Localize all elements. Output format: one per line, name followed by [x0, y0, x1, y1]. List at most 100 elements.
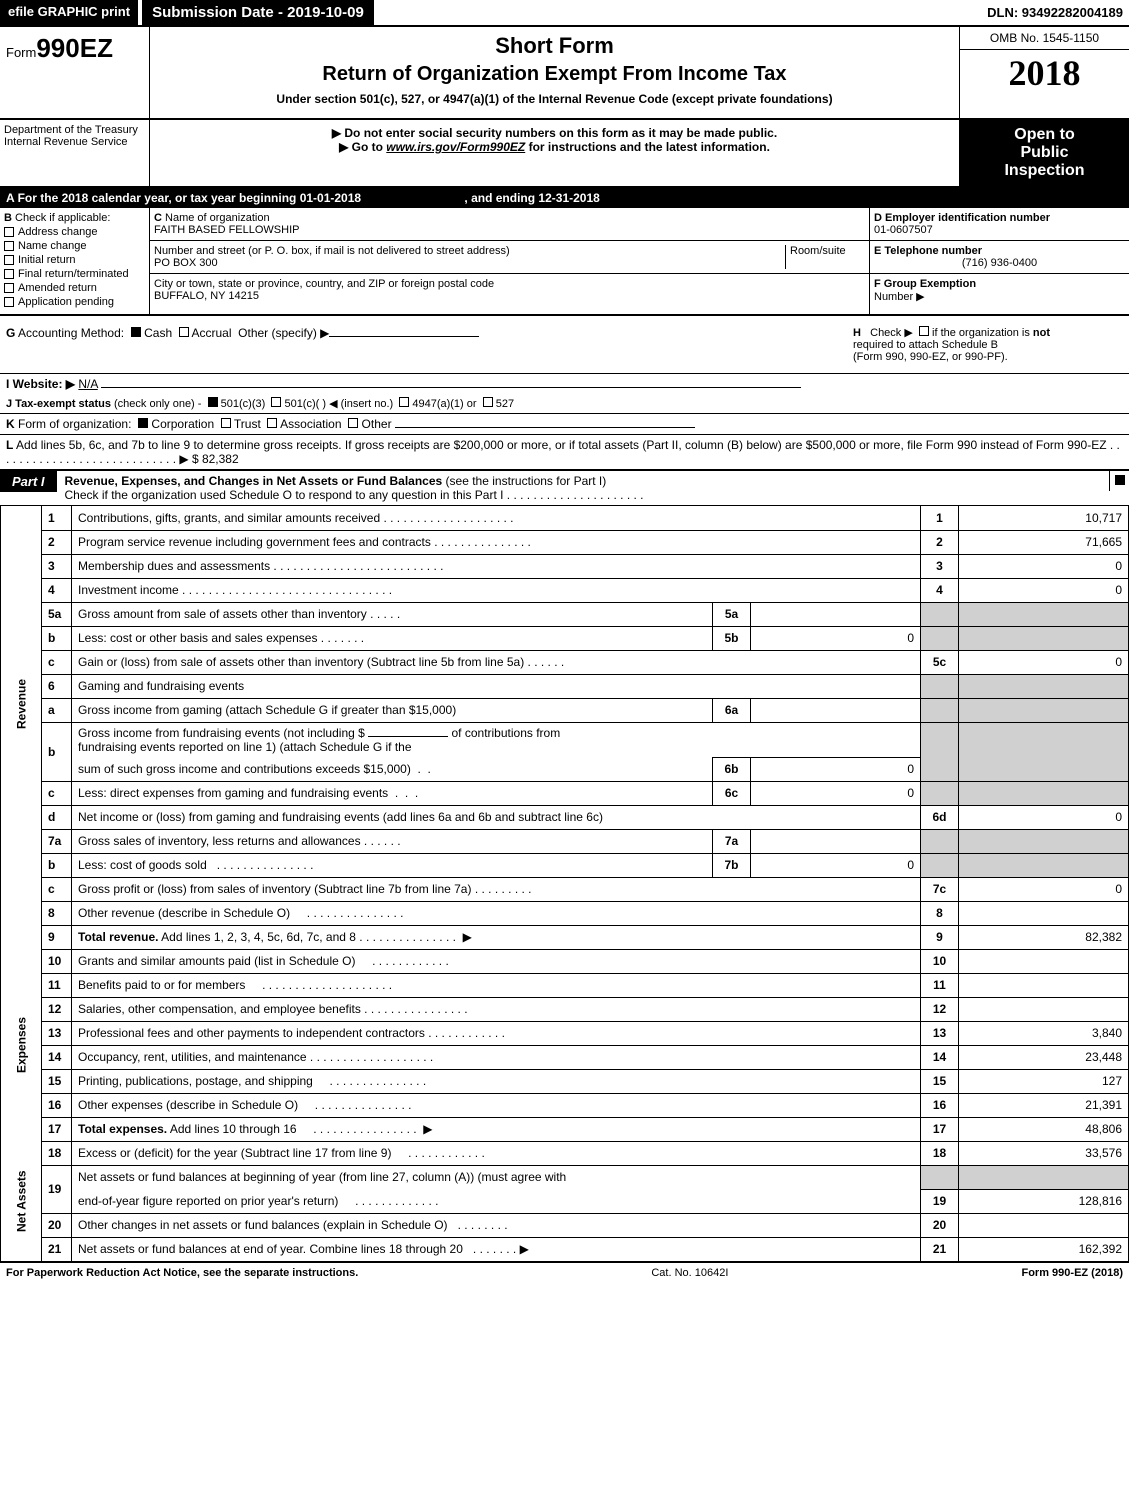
line-6b-gray-val2 [959, 757, 1129, 781]
line-7b-gray-val [959, 853, 1129, 877]
schedule-o-checkbox[interactable] [1115, 475, 1125, 485]
line-5b-desc: Less: cost or other basis and sales expe… [78, 631, 317, 645]
cash-checkbox[interactable] [131, 327, 141, 337]
line-7a-subval [751, 829, 921, 853]
app-pending-checkbox[interactable] [4, 297, 14, 307]
col-c-label: C [154, 212, 162, 224]
table-row: Net Assets 18 Excess or (deficit) for th… [1, 1141, 1129, 1165]
accrual-checkbox[interactable] [179, 327, 189, 337]
j-4947-checkbox[interactable] [399, 397, 409, 407]
k-corp-checkbox[interactable] [138, 418, 148, 428]
irs-link[interactable]: www.irs.gov/Form990EZ [386, 140, 525, 154]
revenue-sidebar-cont [1, 901, 42, 949]
final-checkbox[interactable] [4, 269, 14, 279]
initial-checkbox[interactable] [4, 255, 14, 265]
part1-title-rest: (see the instructions for Part I) [446, 474, 607, 488]
line-6-num: 6 [42, 674, 72, 698]
addr-change-checkbox[interactable] [4, 227, 14, 237]
line-20-ln: 20 [921, 1213, 959, 1237]
line-14-desc: Occupancy, rent, utilities, and maintena… [78, 1050, 307, 1064]
name-change-checkbox[interactable] [4, 241, 14, 251]
efile-label: efile GRAPHIC print [0, 0, 138, 25]
other-fill[interactable] [329, 336, 479, 337]
line-7c-num: c [42, 877, 72, 901]
amended-checkbox[interactable] [4, 283, 14, 293]
line-7b-sub: 7b [713, 853, 751, 877]
city-label: City or town, state or province, country… [154, 278, 494, 290]
ein-value: 01-0607507 [874, 224, 933, 236]
line-6b-subval: 0 [751, 757, 921, 781]
line-6-gray-val [959, 674, 1129, 698]
line-17-desc-bold: Total expenses. [78, 1122, 167, 1136]
j-501c-checkbox[interactable] [271, 397, 281, 407]
line-k: K Form of organization: Corporation Trus… [0, 414, 1129, 435]
line-18-ln: 18 [921, 1141, 959, 1165]
footer-right: Form 990-EZ (2018) [1021, 1267, 1123, 1279]
table-row: c Less: direct expenses from gaming and … [1, 781, 1129, 805]
table-row: b Less: cost of goods sold . . . . . . .… [1, 853, 1129, 877]
j-501c: 501(c)( ) [284, 398, 326, 410]
row-a-prefix: A [6, 191, 14, 205]
omb-number: OMB No. 1545-1150 [960, 27, 1129, 50]
line-7b-desc: Less: cost of goods sold [78, 858, 207, 872]
line-4-desc: Investment income [78, 583, 179, 597]
f-label: F Group Exemption [874, 278, 976, 290]
h-label: H [853, 327, 861, 339]
line-j: J Tax-exempt status (check only one) - 5… [0, 394, 1129, 414]
amended-label: Amended return [18, 282, 97, 294]
j-527-checkbox[interactable] [483, 397, 493, 407]
footer-mid: Cat. No. 10642I [651, 1267, 728, 1279]
k-other-checkbox[interactable] [348, 418, 358, 428]
line-5b-gray-val [959, 626, 1129, 650]
j-text: (check only one) - [114, 398, 201, 410]
line-18-desc: Excess or (deficit) for the year (Subtra… [78, 1146, 391, 1160]
line-1-num: 1 [42, 506, 72, 530]
line-17-desc: Add lines 10 through 16 [170, 1122, 297, 1136]
line-10-desc: Grants and similar amounts paid (list in… [78, 954, 355, 968]
table-row: 16 Other expenses (describe in Schedule … [1, 1093, 1129, 1117]
line-1-ln: 1 [921, 506, 959, 530]
line-6a-num: a [42, 698, 72, 722]
line-6b-desc4: sum of such gross income and contributio… [78, 762, 411, 776]
line-20-num: 20 [42, 1213, 72, 1237]
line-6a-gray [921, 698, 959, 722]
table-row: 3 Membership dues and assessments . . . … [1, 554, 1129, 578]
line-7c-desc: Gross profit or (loss) from sales of inv… [78, 882, 471, 896]
j-501c3-checkbox[interactable] [208, 397, 218, 407]
col-b-label: B [4, 212, 12, 224]
table-row: sum of such gross income and contributio… [1, 757, 1129, 781]
header-row-2: Department of the Treasury Internal Reve… [0, 120, 1129, 188]
line-1-val: 10,717 [959, 506, 1129, 530]
line-12-num: 12 [42, 997, 72, 1021]
line-15-desc: Printing, publications, postage, and shi… [78, 1074, 313, 1088]
line-5c-desc: Gain or (loss) from sale of assets other… [78, 655, 524, 669]
k-trust-checkbox[interactable] [221, 418, 231, 428]
k-fill [395, 427, 695, 428]
line-7b-subval: 0 [751, 853, 921, 877]
return-title: Return of Organization Exempt From Incom… [156, 63, 953, 86]
tax-year: 2018 [960, 50, 1129, 96]
expenses-sidebar: Expenses [1, 949, 42, 1141]
line-5a-sub: 5a [713, 602, 751, 626]
h-checkbox[interactable] [919, 326, 929, 336]
line-6b-sub: 6b [713, 757, 751, 781]
k-text: Form of organization: [18, 417, 131, 431]
l-label: L [6, 438, 13, 452]
irs-label: Internal Revenue Service [4, 136, 145, 148]
line-2-ln: 2 [921, 530, 959, 554]
j-label: J Tax-exempt status [6, 398, 111, 410]
line-6c-gray [921, 781, 959, 805]
line-6-gray [921, 674, 959, 698]
goto-suffix: for instructions and the latest informat… [525, 140, 770, 154]
netassets-sidebar: Net Assets [1, 1141, 42, 1261]
table-row: 5a Gross amount from sale of assets othe… [1, 602, 1129, 626]
line-5c-val: 0 [959, 650, 1129, 674]
addr-change-label: Address change [18, 226, 98, 238]
line-6a-subval [751, 698, 921, 722]
line-6b-gray-val [959, 722, 1129, 757]
line-6c-desc: Less: direct expenses from gaming and fu… [78, 786, 388, 800]
page-footer: For Paperwork Reduction Act Notice, see … [0, 1262, 1129, 1283]
po-box: PO BOX 300 [154, 257, 218, 269]
k-assoc-checkbox[interactable] [267, 418, 277, 428]
line-17-ln: 17 [921, 1117, 959, 1141]
